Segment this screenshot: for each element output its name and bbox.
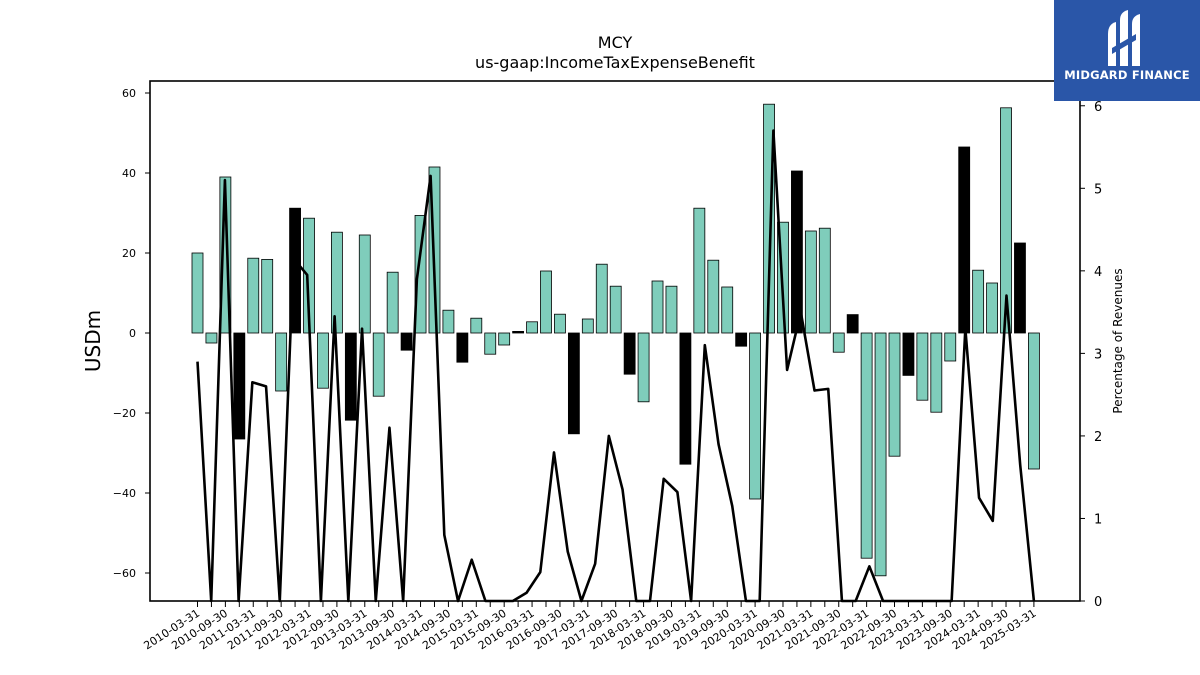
y2-axis-label: Percentage of Revenues	[1111, 268, 1125, 413]
y2-tick-label: 0	[1094, 595, 1102, 610]
bar	[442, 309, 455, 334]
bar	[317, 332, 329, 389]
bar	[721, 286, 734, 334]
y-tick-label: 20	[122, 247, 136, 260]
bar	[651, 280, 664, 334]
bar	[609, 285, 622, 334]
y2-tick-label: 6	[1094, 100, 1102, 115]
y2-axis: 0 1 2 3 4 5 6	[1080, 100, 1102, 610]
y-tick-label: 60	[122, 87, 136, 100]
bar	[1014, 242, 1026, 334]
bar	[707, 259, 720, 334]
bar	[358, 234, 371, 334]
y2-tick-label: 4	[1094, 265, 1102, 280]
x-axis: 2010-03-312010-09-302011-03-312011-09-30…	[141, 601, 1039, 652]
bar	[791, 170, 803, 334]
bar	[1000, 107, 1012, 334]
bar	[735, 332, 748, 347]
bar	[372, 332, 385, 397]
bar	[665, 285, 678, 334]
bar-group	[191, 103, 1040, 577]
bar	[484, 332, 497, 355]
bar	[972, 269, 985, 334]
bar	[804, 230, 817, 334]
plot-frame	[149, 80, 1081, 602]
midgard-logo-icon	[1108, 10, 1140, 66]
bar	[986, 282, 998, 334]
bar	[344, 332, 357, 421]
bar	[874, 332, 887, 577]
bar	[386, 271, 399, 334]
y-axis: 60 40 20 0 −20 −40 −60	[113, 87, 150, 580]
bar	[191, 252, 204, 334]
bar	[763, 103, 775, 334]
bar	[289, 207, 301, 334]
y2-tick-label: 1	[1094, 512, 1102, 527]
bar	[275, 332, 288, 392]
bar	[219, 176, 232, 334]
y-tick-label: −40	[113, 487, 136, 500]
bar	[595, 263, 608, 334]
bar	[749, 332, 761, 500]
bar	[846, 314, 859, 334]
bar	[330, 231, 343, 334]
bar	[860, 332, 873, 559]
bar	[512, 330, 525, 334]
bar	[205, 332, 218, 344]
brand-name: MIDGARD FINANCE	[1064, 68, 1190, 82]
bar	[944, 332, 957, 362]
bar	[540, 270, 552, 334]
bar	[958, 146, 971, 334]
bar	[1028, 332, 1040, 470]
bar	[581, 318, 594, 334]
y-axis-label: USDm	[81, 310, 105, 372]
bar	[916, 332, 929, 401]
bar	[456, 332, 469, 363]
y2-tick-label: 2	[1094, 430, 1102, 445]
chart-title: MCY	[598, 33, 633, 52]
bar	[930, 332, 943, 413]
brand-logo: MIDGARD FINANCE	[1054, 0, 1200, 101]
bar	[637, 332, 650, 403]
y-tick-label: 0	[129, 327, 136, 340]
bar	[554, 313, 566, 334]
bar	[679, 332, 692, 465]
y-tick-label: 40	[122, 167, 136, 180]
bar	[414, 214, 427, 334]
bar	[400, 332, 413, 351]
bar	[247, 257, 260, 334]
chart-subtitle: us-gaap:IncomeTaxExpenseBenefit	[475, 53, 755, 72]
bar	[693, 207, 706, 334]
y-tick-label: −60	[113, 567, 136, 580]
bar	[832, 332, 845, 353]
y2-tick-label: 3	[1094, 347, 1102, 362]
y2-tick-label: 5	[1094, 182, 1102, 197]
bar	[526, 321, 538, 334]
bar	[818, 227, 831, 334]
bar	[888, 332, 901, 457]
bar	[567, 332, 580, 435]
y-tick-label: −20	[113, 407, 136, 420]
bar	[902, 332, 915, 376]
bar	[261, 258, 274, 334]
bar	[233, 332, 246, 440]
bar	[498, 332, 511, 346]
bar	[470, 317, 483, 334]
bar	[623, 332, 636, 375]
